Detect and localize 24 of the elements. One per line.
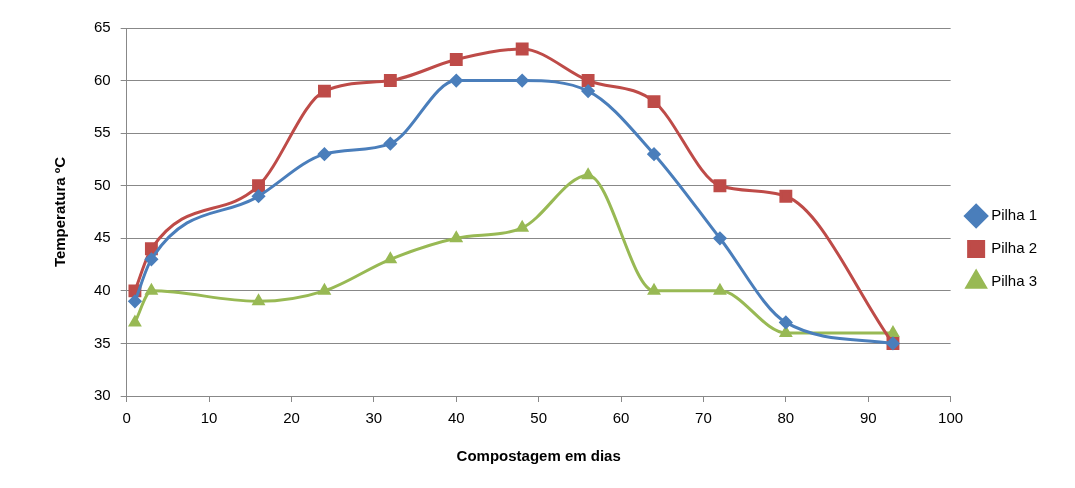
y-tick-label: 35: [94, 333, 111, 351]
legend-label: Pilha 1: [991, 206, 1038, 224]
y-tick-label: 65: [94, 18, 111, 36]
legend-label: Pilha 3: [991, 272, 1038, 290]
x-tick-label: 80: [777, 409, 795, 427]
y-tick-label: 60: [94, 70, 111, 88]
x-axis-title: Compostagem em dias: [456, 447, 621, 465]
x-tick-label: 60: [612, 409, 630, 427]
x-tick-label: 20: [283, 409, 300, 427]
x-tick-label: 90: [859, 409, 877, 427]
y-tick-label: 55: [94, 123, 111, 141]
legend-label: Pilha 2: [991, 239, 1038, 257]
y-tick-label: 45: [94, 228, 111, 246]
x-tick-label: 50: [530, 409, 547, 427]
y-tick-label: 50: [94, 175, 111, 193]
x-tick-label: 0: [122, 409, 131, 427]
x-tick-label: 10: [200, 409, 218, 427]
x-tick-label: 40: [447, 409, 465, 427]
y-axis-title: Temperatura ºC: [51, 156, 69, 268]
y-tick-label: 30: [94, 386, 111, 404]
x-tick-label: 100: [938, 409, 964, 427]
y-tick-label: 40: [94, 281, 111, 298]
x-tick-label: 30: [365, 409, 383, 427]
x-tick-label: 70: [695, 409, 712, 427]
